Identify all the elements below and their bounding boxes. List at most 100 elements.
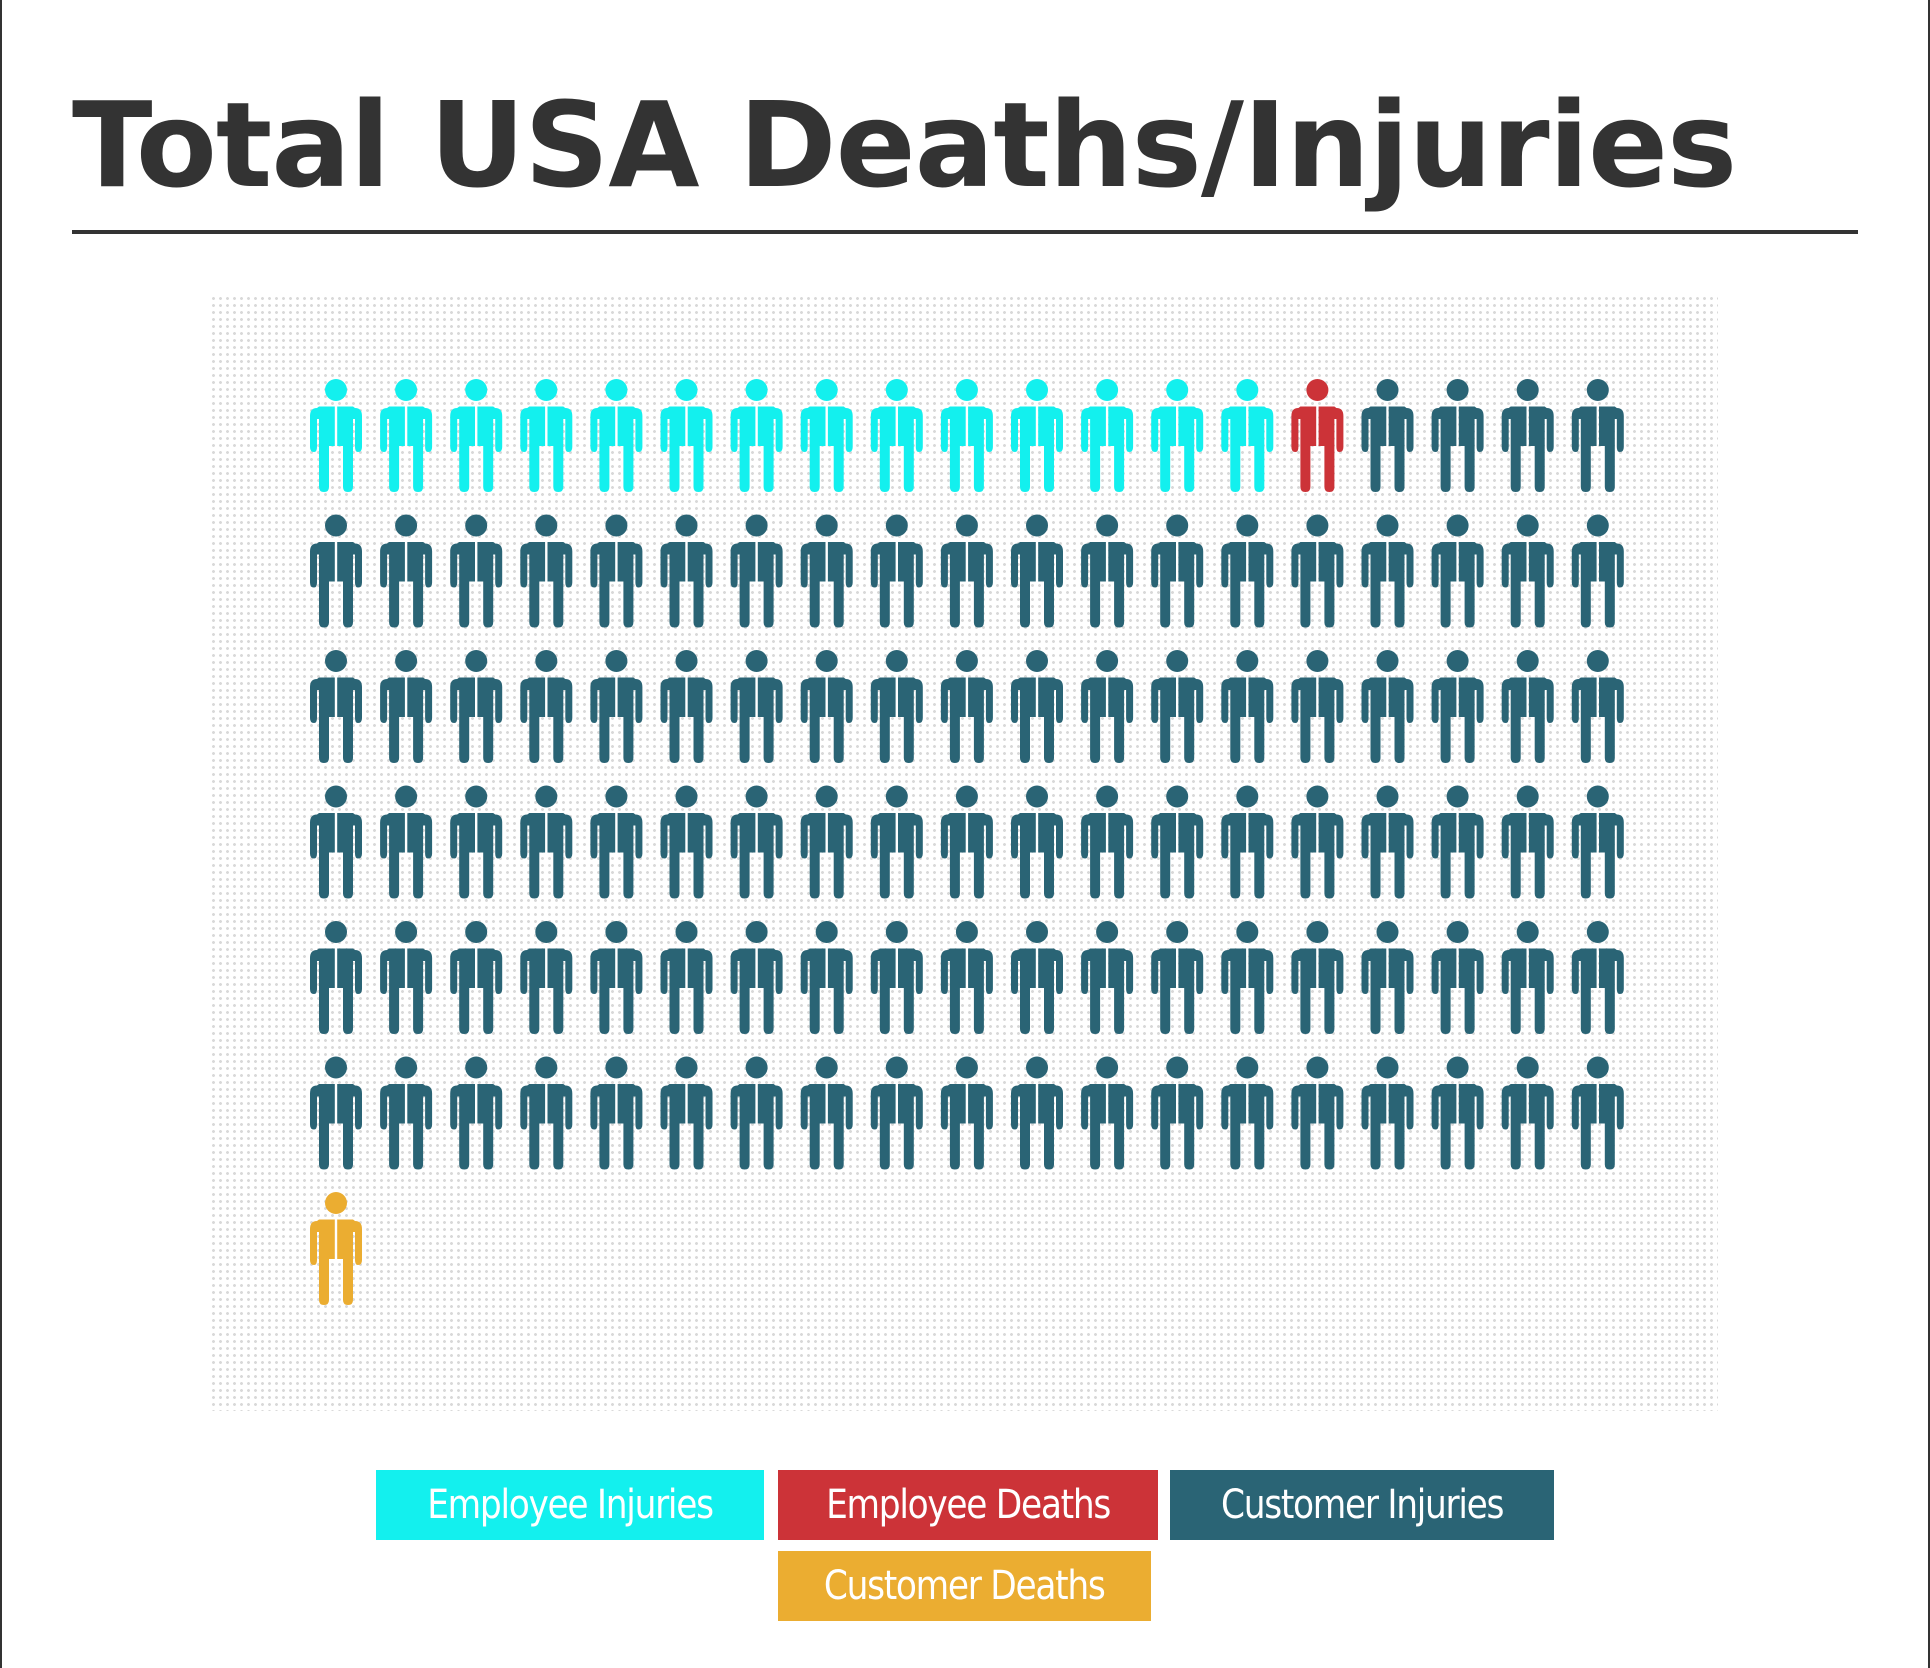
person-icon-customer-injuries bbox=[870, 785, 923, 899]
person-icon-customer-injuries bbox=[450, 1056, 503, 1170]
person-icon-customer-injuries bbox=[520, 514, 573, 628]
person-icon-customer-injuries bbox=[1221, 650, 1274, 763]
person-icon-employee-injuries bbox=[730, 379, 783, 492]
person-icon-customer-injuries bbox=[1571, 921, 1624, 1034]
person-icon-customer-injuries bbox=[310, 650, 362, 763]
person-icon-customer-injuries bbox=[1081, 650, 1134, 763]
person-icon-customer-injuries bbox=[660, 650, 713, 763]
person-icon-customer-injuries bbox=[590, 650, 643, 763]
person-icon-employee-injuries bbox=[1151, 379, 1204, 492]
person-icon-customer-injuries bbox=[380, 785, 433, 899]
person-icon-customer-injuries bbox=[1221, 514, 1274, 628]
person-icon-customer-injuries bbox=[1291, 1056, 1344, 1170]
person-icon-customer-injuries bbox=[1011, 1056, 1063, 1170]
person-icon-customer-injuries bbox=[870, 514, 923, 628]
person-icon-customer-injuries bbox=[1151, 785, 1204, 899]
person-icon-customer-injuries bbox=[1081, 514, 1134, 628]
person-icon-customer-injuries bbox=[380, 921, 433, 1034]
person-icon-customer-injuries bbox=[450, 785, 503, 899]
person-icon-customer-injuries bbox=[1011, 921, 1063, 1034]
person-icon-customer-injuries bbox=[940, 514, 993, 628]
person-icon-customer-injuries bbox=[450, 514, 503, 628]
person-icon-customer-injuries bbox=[450, 650, 503, 763]
person-icon-customer-injuries bbox=[660, 514, 713, 628]
person-icon-employee-injuries bbox=[800, 379, 853, 492]
person-icon-customer-injuries bbox=[520, 785, 573, 899]
person-icon-customer-injuries bbox=[800, 1056, 853, 1170]
person-icon-customer-injuries bbox=[1221, 1056, 1274, 1170]
person-icon-customer-injuries bbox=[1291, 921, 1344, 1034]
person-icon-customer-injuries bbox=[660, 921, 713, 1034]
person-icon-customer-injuries bbox=[870, 1056, 923, 1170]
person-icon-customer-injuries bbox=[1151, 514, 1204, 628]
person-icon-employee-injuries bbox=[450, 379, 503, 492]
person-icon-customer-injuries bbox=[1431, 379, 1484, 492]
person-icon-customer-injuries bbox=[380, 1056, 433, 1170]
person-icon-customer-injuries bbox=[800, 921, 853, 1034]
person-icon-customer-injuries bbox=[1501, 514, 1554, 628]
person-icon-employee-injuries bbox=[310, 379, 362, 492]
person-icon-customer-injuries bbox=[1361, 921, 1414, 1034]
person-icon-customer-injuries bbox=[730, 785, 783, 899]
person-icon-customer-injuries bbox=[730, 921, 783, 1034]
person-icon-customer-injuries bbox=[660, 1056, 713, 1170]
person-icon-customer-injuries bbox=[870, 921, 923, 1034]
person-icon-customer-injuries bbox=[1501, 1056, 1554, 1170]
person-icon-customer-injuries bbox=[1571, 514, 1624, 628]
pictogram-icons bbox=[310, 379, 1624, 1305]
person-icon-customer-injuries bbox=[590, 514, 643, 628]
person-icon-customer-injuries bbox=[730, 650, 783, 763]
person-icon-employee-injuries bbox=[590, 379, 643, 492]
person-icon-customer-injuries bbox=[590, 785, 643, 899]
person-icon-customer-injuries bbox=[1151, 921, 1204, 1034]
person-icon-customer-injuries bbox=[310, 514, 362, 628]
person-icon-customer-injuries bbox=[310, 921, 362, 1034]
person-icon-customer-injuries bbox=[380, 514, 433, 628]
person-icon-customer-injuries bbox=[1571, 379, 1624, 492]
person-icon-customer-injuries bbox=[310, 1056, 362, 1170]
person-icon-employee-injuries bbox=[660, 379, 713, 492]
person-icon-customer-injuries bbox=[450, 921, 503, 1034]
person-icon-customer-injuries bbox=[1361, 514, 1414, 628]
person-icon-customer-injuries bbox=[1431, 514, 1484, 628]
person-icon-customer-injuries bbox=[800, 650, 853, 763]
person-icon-customer-injuries bbox=[1501, 379, 1554, 492]
person-icon-customer-injuries bbox=[940, 650, 993, 763]
person-icon-customer-injuries bbox=[590, 1056, 643, 1170]
person-icon-employee-injuries bbox=[380, 379, 433, 492]
person-icon-customer-injuries bbox=[1361, 785, 1414, 899]
person-icon-customer-injuries bbox=[1081, 785, 1134, 899]
person-icon-employee-deaths bbox=[1291, 379, 1344, 492]
person-icon-employee-injuries bbox=[870, 379, 923, 492]
person-icon-customer-injuries bbox=[1291, 514, 1344, 628]
person-icon-customer-deaths bbox=[310, 1192, 362, 1305]
person-icon-customer-injuries bbox=[940, 921, 993, 1034]
person-icon-customer-injuries bbox=[1081, 921, 1134, 1034]
person-icon-customer-injuries bbox=[1361, 1056, 1414, 1170]
person-icon-customer-injuries bbox=[520, 1056, 573, 1170]
person-icon-customer-injuries bbox=[1291, 785, 1344, 899]
person-icon-customer-injuries bbox=[1081, 1056, 1134, 1170]
person-icon-customer-injuries bbox=[520, 650, 573, 763]
person-icon-customer-injuries bbox=[940, 785, 993, 899]
person-icon-employee-injuries bbox=[940, 379, 993, 492]
person-icon-customer-injuries bbox=[730, 514, 783, 628]
person-icon-employee-injuries bbox=[1081, 379, 1134, 492]
person-icon-customer-injuries bbox=[1221, 921, 1274, 1034]
person-icon-customer-injuries bbox=[1571, 1056, 1624, 1170]
person-icon-customer-injuries bbox=[1501, 785, 1554, 899]
person-icon-customer-injuries bbox=[1431, 650, 1484, 763]
person-icon-customer-injuries bbox=[1431, 921, 1484, 1034]
person-icon-customer-injuries bbox=[1221, 785, 1274, 899]
person-icon-customer-injuries bbox=[940, 1056, 993, 1170]
person-icon-employee-injuries bbox=[1011, 379, 1063, 492]
person-icon-customer-injuries bbox=[1361, 379, 1414, 492]
person-icon-customer-injuries bbox=[520, 921, 573, 1034]
person-icon-customer-injuries bbox=[1361, 650, 1414, 763]
person-icon-customer-injuries bbox=[310, 785, 362, 899]
person-icon-customer-injuries bbox=[1431, 785, 1484, 899]
person-icon-customer-injuries bbox=[1501, 650, 1554, 763]
person-icon-customer-injuries bbox=[730, 1056, 783, 1170]
person-icon-customer-injuries bbox=[1151, 650, 1204, 763]
